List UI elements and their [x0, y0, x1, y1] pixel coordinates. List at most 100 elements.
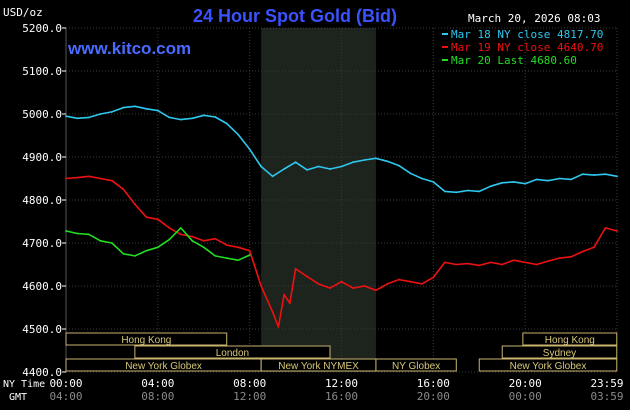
- ny-time-tick-label: 00:00: [49, 377, 82, 390]
- data-point: [88, 116, 90, 119]
- data-point: [363, 159, 366, 161]
- session-label: New York Globex: [125, 361, 202, 372]
- data-point: [168, 227, 171, 229]
- data-point: [489, 185, 492, 188]
- data-point: [202, 114, 205, 117]
- data-point: [501, 263, 504, 266]
- gmt-tick-label: 20:00: [417, 390, 450, 403]
- data-point: [88, 175, 90, 178]
- data-point: [317, 282, 320, 285]
- data-point: [604, 227, 607, 229]
- data-point: [145, 216, 148, 219]
- y-tick-label: 5200.0: [22, 22, 62, 35]
- ny-time-tick-label: 23:59: [590, 377, 623, 390]
- data-point: [179, 233, 182, 236]
- data-point: [133, 255, 136, 257]
- data-point: [277, 325, 280, 328]
- data-point: [294, 267, 297, 270]
- data-point: [133, 203, 136, 206]
- data-point: [179, 227, 182, 229]
- session-label: Hong Kong: [545, 335, 595, 346]
- y-axis-unit-label: USD/oz: [3, 6, 43, 19]
- grid-lines: [65, 27, 618, 373]
- data-point: [283, 168, 286, 170]
- data-point: [455, 263, 458, 266]
- data-point: [535, 263, 538, 266]
- chart-datetime: March 20, 2026 08:03: [468, 12, 600, 25]
- data-point: [111, 179, 113, 182]
- data-point: [512, 181, 515, 183]
- data-point: [237, 133, 240, 136]
- data-point: [558, 257, 561, 259]
- data-point: [122, 188, 125, 191]
- gmt-tick-label: 16:00: [325, 390, 358, 403]
- data-point: [581, 173, 584, 176]
- data-point: [593, 246, 595, 249]
- data-point: [156, 109, 159, 112]
- data-point: [409, 280, 412, 283]
- data-point: [214, 255, 217, 257]
- data-point: [352, 161, 354, 164]
- data-point: [294, 161, 297, 164]
- data-point: [260, 165, 263, 168]
- legend-swatch: [442, 33, 448, 35]
- data-point: [88, 233, 90, 236]
- session-label: NY Globex: [392, 361, 440, 372]
- data-point: [99, 177, 102, 180]
- ny-time-tick-label: 08:00: [233, 377, 266, 390]
- data-point: [593, 174, 595, 176]
- data-point: [288, 302, 291, 305]
- gmt-tick-label: 00:00: [509, 390, 542, 403]
- ny-time-tick-label: 20:00: [509, 377, 542, 390]
- data-point: [225, 244, 228, 247]
- data-point: [111, 242, 113, 244]
- session-box: [501, 345, 618, 359]
- data-point: [260, 285, 263, 287]
- gmt-tick-label: 04:00: [49, 390, 82, 403]
- data-point: [156, 218, 159, 221]
- data-point: [489, 261, 492, 264]
- data-point: [524, 182, 527, 185]
- watermark-url: www.kitco.com: [67, 39, 191, 58]
- legend-swatch: [442, 59, 448, 61]
- y-tick-label: 5100.0: [22, 65, 62, 78]
- data-point: [386, 160, 389, 163]
- data-point: [225, 257, 228, 259]
- data-point: [306, 275, 308, 278]
- data-point: [271, 175, 274, 178]
- x-axis-ticks: 00:0004:0004:0008:0008:0012:0012:0016:00…: [49, 377, 623, 403]
- data-point: [283, 293, 286, 296]
- data-point: [111, 110, 113, 113]
- y-axis-ticks: 4400.0 4500.0 4600.0 4700.0 4800.0 4900.0 5000…: [22, 22, 66, 379]
- session-box: [478, 358, 618, 372]
- data-point: [248, 249, 251, 252]
- data-point: [570, 255, 572, 258]
- gmt-tick-label: 12:00: [233, 390, 266, 403]
- data-point: [616, 175, 618, 178]
- data-point: [386, 282, 389, 285]
- data-point: [179, 118, 182, 121]
- data-point: [214, 116, 217, 118]
- data-point: [156, 246, 159, 249]
- data-point: [466, 189, 469, 192]
- y-tick-label: 5000.0: [22, 108, 62, 121]
- data-point: [191, 239, 194, 242]
- data-point: [248, 254, 251, 256]
- data-point: [329, 168, 331, 170]
- y-tick-label: 4400.0: [22, 366, 62, 379]
- data-point: [616, 230, 618, 232]
- data-point: [237, 246, 240, 249]
- data-point: [214, 237, 217, 240]
- y-tick-label: 4800.0: [22, 194, 62, 207]
- data-point: [340, 280, 343, 283]
- data-point: [501, 181, 504, 184]
- data-point: [145, 249, 148, 252]
- data-point: [409, 172, 412, 175]
- data-point: [191, 235, 194, 238]
- data-point: [512, 259, 515, 262]
- ny-time-tick-label: 04:00: [141, 377, 174, 390]
- data-point: [99, 239, 102, 242]
- data-point: [65, 177, 67, 180]
- data-point: [432, 276, 435, 279]
- ny-time-tick-label: 16:00: [417, 377, 450, 390]
